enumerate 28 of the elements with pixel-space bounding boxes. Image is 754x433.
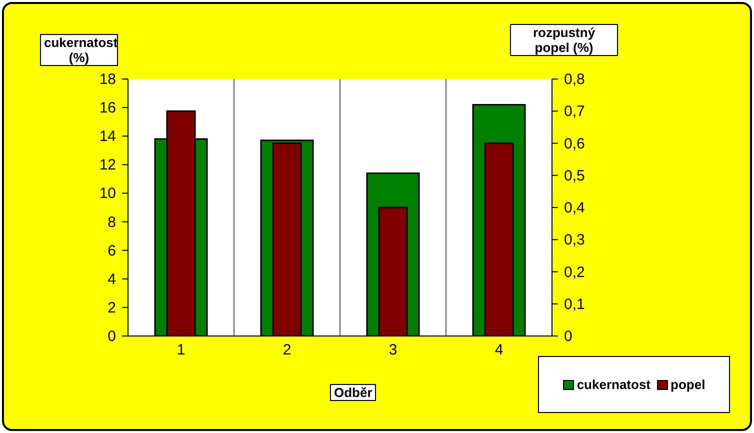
y-tick-label: 8 — [108, 214, 116, 231]
y-tick-label: 12 — [99, 156, 116, 174]
y2-tick-label: 0 — [564, 328, 572, 345]
legend-label: cukernatost — [576, 377, 651, 392]
y2-tick-label: 0,5 — [564, 167, 585, 184]
y2-tick-label: 0,8 — [564, 71, 585, 88]
y-tick-label: 14 — [99, 128, 116, 146]
y-tick-label: 2 — [108, 299, 116, 316]
legend-label: popel — [670, 377, 706, 392]
y-tick-label: 18 — [99, 71, 116, 88]
y-axis-title: cukernatost (%) — [40, 34, 118, 66]
y-tick-label: 6 — [108, 242, 116, 260]
x-tick-label: 4 — [494, 342, 504, 359]
y2-tick-label: 0,6 — [564, 135, 585, 152]
y2-tick-label: 0,7 — [564, 103, 585, 120]
x-tick-label: 3 — [388, 342, 398, 359]
x-tick-label: 2 — [282, 342, 292, 359]
y2-tick-label: 0,3 — [564, 232, 585, 249]
x-axis-title: Odběr — [330, 384, 376, 401]
y2-axis-title: rozpustný popel (%) — [510, 24, 618, 56]
y-tick-label: 4 — [108, 270, 116, 288]
y-tick-label: 0 — [108, 328, 116, 345]
x-tick-label: 1 — [176, 342, 186, 359]
y2-tick-label: 0,4 — [564, 200, 585, 216]
y2-tick-label: 0,2 — [564, 264, 585, 281]
y-tick-label: 10 — [99, 185, 116, 202]
y2-tick-label: 0,1 — [564, 296, 585, 313]
y-tick-label: 16 — [99, 100, 116, 117]
